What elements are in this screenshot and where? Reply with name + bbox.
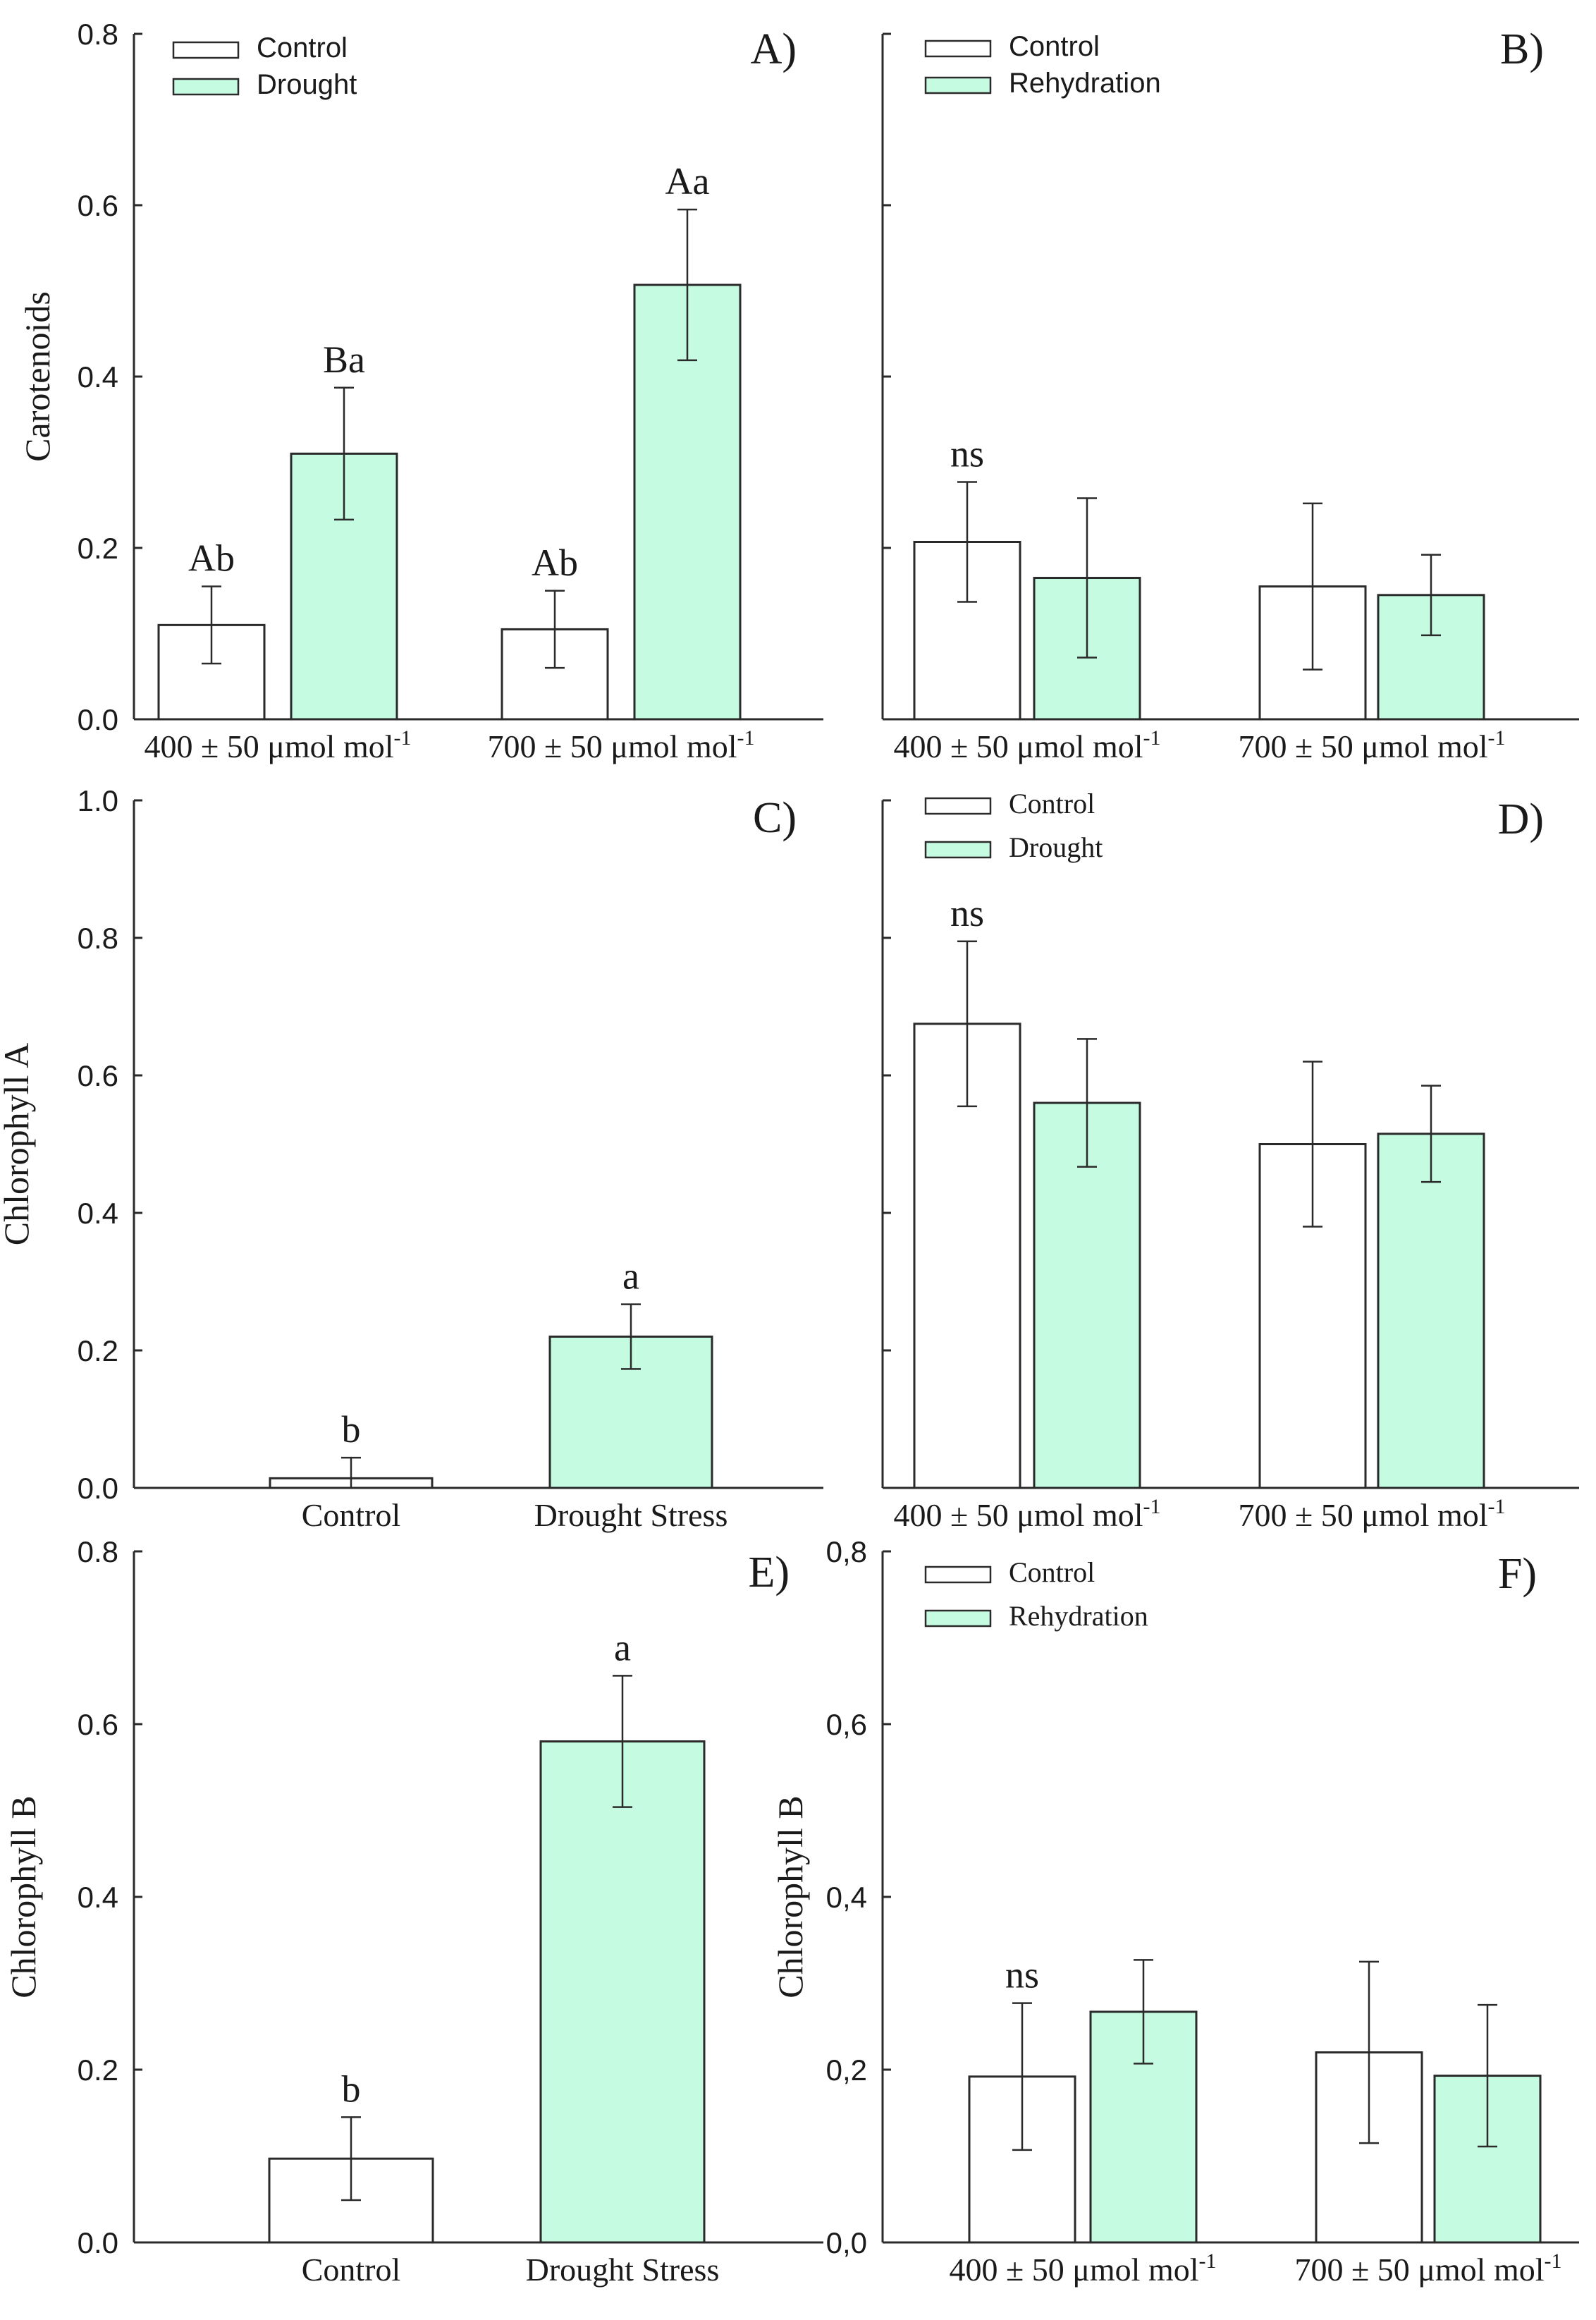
- legend-label: Rehydration: [1009, 1600, 1148, 1632]
- significance-label: b: [342, 2068, 361, 2110]
- x-tick-label: 400 ± 50 μmol mol-1: [949, 2249, 1216, 2288]
- legend: Control Rehydration: [924, 31, 1161, 99]
- panel-label: B): [1500, 25, 1544, 73]
- x-tick-label: 400 ± 50 μmol mol-1: [144, 726, 411, 764]
- legend: Control Drought: [172, 32, 357, 100]
- y-tick-label: 0,0: [826, 2226, 867, 2259]
- x-tick-label: 700 ± 50 μmol mol-1: [1294, 2249, 1561, 2288]
- legend-label: Drought: [257, 69, 357, 100]
- x-tick-label: Drought Stress: [534, 1497, 728, 1533]
- x-tick-label-main: 700 ± 50 μmol mol: [487, 728, 737, 764]
- y-tick-label: 0,2: [826, 2053, 867, 2087]
- legend-swatch: [924, 1609, 992, 1628]
- x-tick-label: 700 ± 50 μmol mol-1: [487, 726, 754, 764]
- legend-label: Control: [257, 32, 348, 63]
- y-tick-label: 0.0: [78, 703, 118, 736]
- bar: [539, 1740, 706, 2244]
- x-tick-label-superscript: -1: [737, 726, 755, 750]
- y-tick-label: 0.4: [78, 1197, 118, 1230]
- significance-label: a: [622, 1255, 639, 1298]
- legend-label: Rehydration: [1009, 68, 1161, 99]
- x-tick-label-superscript: -1: [1545, 2249, 1562, 2273]
- x-tick-label-superscript: -1: [394, 726, 412, 750]
- panel-label: A): [751, 25, 797, 73]
- x-tick-label-main: 400 ± 50 μmol mol: [949, 2252, 1198, 2288]
- legend-swatch: [924, 39, 992, 58]
- y-tick-label: 0.6: [78, 1708, 118, 1741]
- significance-label: a: [614, 1626, 631, 1668]
- legend-label: Control: [1009, 788, 1095, 819]
- y-tick-label: 0.6: [78, 1059, 118, 1092]
- legend-swatch: [924, 797, 992, 815]
- x-tick-label-superscript: -1: [1143, 1495, 1161, 1518]
- legend-swatch: [924, 841, 992, 859]
- y-tick-label: 0.2: [78, 532, 118, 565]
- significance-label: Ba: [323, 338, 365, 381]
- legend: Control Drought: [924, 788, 1103, 863]
- y-tick-label: 0.8: [78, 922, 118, 955]
- panel-c: 0.0 0.2 0.4 0.6 0.8 1.0 Chlorophyll A C) b a Contr…: [0, 784, 823, 1533]
- legend-swatch: [924, 1565, 992, 1584]
- y-tick-label: 0.0: [78, 2226, 118, 2259]
- y-axis-label: Chlorophyll A: [0, 1043, 36, 1246]
- y-tick-label: 0.8: [78, 18, 118, 51]
- x-tick-label-main: 400 ± 50 μmol mol: [144, 728, 393, 764]
- significance-label: ns: [950, 432, 984, 475]
- y-tick-label: 0.2: [78, 1334, 118, 1367]
- y-tick-label: 0,6: [826, 1708, 867, 1741]
- bar: [1377, 1132, 1485, 1489]
- x-tick-label-superscript: -1: [1488, 1495, 1506, 1518]
- significance-label: Aa: [665, 160, 710, 202]
- x-tick-label: 700 ± 50 μmol mol-1: [1238, 726, 1505, 764]
- legend-swatch: [172, 41, 240, 59]
- legend-swatch: [172, 78, 240, 96]
- x-tick-label-superscript: -1: [1488, 726, 1506, 750]
- panel-e: 0.0 0.2 0.4 0.6 0.8 Chlorophyll B E) b a Control D…: [4, 1535, 823, 2288]
- y-axis-label: Chlorophyll B: [4, 1795, 43, 1998]
- significance-label: b: [342, 1408, 361, 1451]
- y-tick-label: 0.6: [78, 189, 118, 222]
- x-tick-label-main: 700 ± 50 μmol mol: [1238, 728, 1487, 764]
- x-tick-label: 400 ± 50 μmol mol-1: [893, 726, 1160, 764]
- significance-label: ns: [1005, 1954, 1039, 1996]
- legend: Control Rehydration: [924, 1556, 1148, 1632]
- y-axis-label: Carotenoids: [18, 291, 57, 462]
- y-tick-label: 0.2: [78, 2053, 118, 2087]
- y-tick-label: 0.0: [78, 1472, 118, 1505]
- x-tick-label-main: 400 ± 50 μmol mol: [893, 1497, 1143, 1533]
- panel-label: F): [1498, 1550, 1537, 1598]
- y-tick-label: 0,8: [826, 1535, 867, 1568]
- y-axis-label: Chlorophyll B: [771, 1795, 810, 1998]
- x-tick-label-main: 700 ± 50 μmol mol: [1294, 2252, 1544, 2288]
- x-tick-label: 400 ± 50 μmol mol-1: [893, 1495, 1160, 1533]
- legend-label: Control: [1009, 1556, 1095, 1588]
- y-tick-label: 0.4: [78, 360, 118, 393]
- legend-label: Control: [1009, 31, 1100, 62]
- panel-f: 0,0 0,2 0,4 0,6 0,8 Chlorophyll B F) ns 400 ± 50…: [771, 1535, 1579, 2288]
- x-tick-label: Control: [302, 2252, 401, 2288]
- legend-label: Drought: [1009, 831, 1103, 863]
- panel-label: C): [753, 794, 797, 842]
- panel-label: E): [748, 1549, 790, 1596]
- panel-a: 0.0 0.2 0.4 0.6 0.8 Carotenoids A) Ab Ba Ab Aa 400 …: [18, 18, 823, 764]
- panel-label: D): [1498, 795, 1544, 843]
- x-tick-label: Drought Stress: [526, 2252, 720, 2288]
- x-tick-label-main: 700 ± 50 μmol mol: [1238, 1497, 1487, 1533]
- x-tick-label-superscript: -1: [1199, 2249, 1217, 2273]
- significance-label: ns: [950, 892, 984, 934]
- x-tick-label: 700 ± 50 μmol mol-1: [1238, 1495, 1505, 1533]
- x-tick-label: Control: [302, 1497, 401, 1533]
- x-tick-label-superscript: -1: [1143, 726, 1161, 750]
- y-tick-label: 0.8: [78, 1535, 118, 1568]
- x-tick-label-main: 400 ± 50 μmol mol: [893, 728, 1143, 764]
- y-tick-label: 1.0: [78, 784, 118, 817]
- y-tick-label: 0.4: [78, 1881, 118, 1914]
- legend-swatch: [924, 76, 992, 94]
- y-tick-label: 0,4: [826, 1881, 867, 1914]
- significance-label: Ab: [532, 542, 578, 584]
- significance-label: Ab: [188, 537, 235, 580]
